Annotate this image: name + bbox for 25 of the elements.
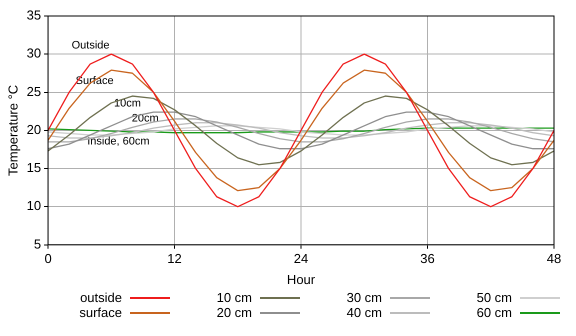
y-tick-label: 30 xyxy=(26,46,42,61)
legend-label: 40 cm xyxy=(346,305,382,320)
y-tick-label: 20 xyxy=(26,122,42,137)
x-tick-label: 0 xyxy=(44,251,52,266)
legend-label: surface xyxy=(79,305,122,320)
y-tick-label: 10 xyxy=(26,198,42,214)
annotation: Outside xyxy=(72,39,110,52)
legend-label: 60 cm xyxy=(476,305,512,320)
annotation: 10cm xyxy=(114,98,141,110)
x-tick-label: 24 xyxy=(294,251,308,266)
legend-label: 10 cm xyxy=(216,290,252,305)
y-axis-title: Temperature °C xyxy=(5,84,20,176)
legend-label: outside xyxy=(80,290,122,305)
y-tick-label: 5 xyxy=(34,236,42,252)
y-tick-label: 15 xyxy=(26,160,42,176)
legend-label: 20 cm xyxy=(216,305,252,320)
legend-label: 50 cm xyxy=(476,290,512,305)
annotation: Inside, 60cm xyxy=(87,136,150,148)
x-axis-title: Hour xyxy=(286,272,316,287)
x-tick-label: 36 xyxy=(420,251,435,266)
y-tick-label: 35 xyxy=(26,8,42,23)
x-tick-label: 48 xyxy=(546,251,562,266)
legend-label: 30 cm xyxy=(346,290,382,305)
y-tick-label: 25 xyxy=(26,84,42,99)
x-tick-label: 12 xyxy=(167,251,182,266)
